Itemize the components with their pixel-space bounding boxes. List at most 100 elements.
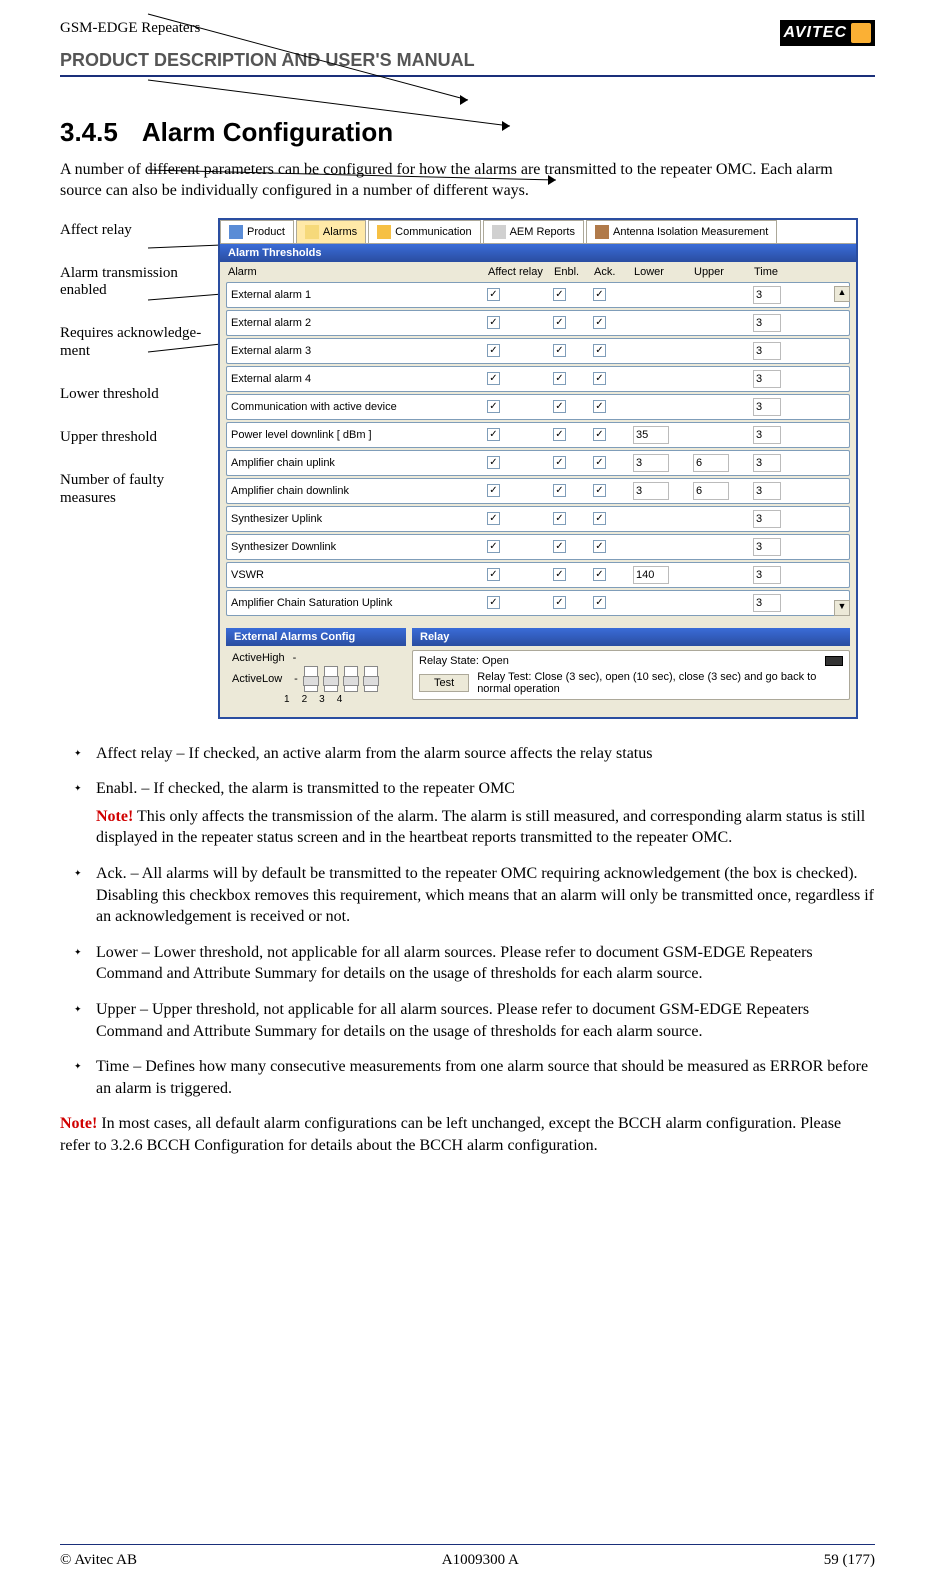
ext-alarm-slider-2[interactable] — [324, 666, 338, 692]
note-text: In most cases, all default alarm configu… — [60, 1115, 841, 1154]
bullet-text: Lower – Lower threshold, not applicable … — [96, 944, 813, 983]
ack-checkbox[interactable]: ✓ — [593, 400, 606, 413]
logo: AVITEC — [780, 20, 875, 46]
alarm-name: External alarm 4 — [231, 373, 487, 385]
time-input[interactable] — [753, 510, 781, 528]
enbl-checkbox[interactable]: ✓ — [553, 316, 566, 329]
lower-input[interactable] — [633, 482, 669, 500]
lower-input[interactable] — [633, 426, 669, 444]
ext-alarm-slider-4[interactable] — [364, 666, 378, 692]
ack-checkbox[interactable]: ✓ — [593, 428, 606, 441]
alarm-config-window: Product Alarms Communication AEM Reports… — [218, 218, 858, 719]
tab-antenna-isolation[interactable]: Antenna Isolation Measurement — [586, 220, 777, 243]
ack-checkbox[interactable]: ✓ — [593, 344, 606, 357]
section-title: Alarm Configuration — [142, 117, 393, 147]
scroll-down-button[interactable]: ▼ — [834, 600, 850, 616]
ack-checkbox[interactable]: ✓ — [593, 288, 606, 301]
tab-label: Communication — [395, 226, 471, 238]
bell-icon — [305, 225, 319, 239]
slider-num: 4 — [337, 694, 343, 705]
affect-checkbox[interactable]: ✓ — [487, 484, 500, 497]
header-divider — [60, 75, 875, 77]
upper-input[interactable] — [693, 482, 729, 500]
bottom-panels: External Alarms Config ActiveHigh - Acti… — [220, 622, 856, 717]
affect-checkbox[interactable]: ✓ — [487, 428, 500, 441]
label-lower-threshold: Lower threshold — [60, 386, 210, 403]
lower-input[interactable] — [633, 454, 669, 472]
enbl-checkbox[interactable]: ✓ — [553, 428, 566, 441]
time-input[interactable] — [753, 594, 781, 612]
lower-input[interactable] — [633, 566, 669, 584]
footer-left: © Avitec AB — [60, 1552, 137, 1569]
bullet-item: Lower – Lower threshold, not applicable … — [60, 942, 875, 985]
tab-product[interactable]: Product — [220, 220, 294, 243]
affect-checkbox[interactable]: ✓ — [487, 400, 500, 413]
ack-checkbox[interactable]: ✓ — [593, 456, 606, 469]
relay-led-icon — [825, 656, 843, 666]
scroll-up-button[interactable]: ▲ — [834, 286, 850, 302]
affect-checkbox[interactable]: ✓ — [487, 288, 500, 301]
enbl-checkbox[interactable]: ✓ — [553, 288, 566, 301]
note-label: Note! — [60, 1115, 97, 1132]
bullet-text: Ack. – All alarms will by default be tra… — [96, 865, 874, 925]
ext-alarm-slider-3[interactable] — [344, 666, 358, 692]
ack-checkbox[interactable]: ✓ — [593, 372, 606, 385]
time-input[interactable] — [753, 314, 781, 332]
enbl-checkbox[interactable]: ✓ — [553, 484, 566, 497]
ext-alarm-slider-1[interactable] — [304, 666, 318, 692]
enbl-checkbox[interactable]: ✓ — [553, 540, 566, 553]
bottom-note: Note! In most cases, all default alarm c… — [60, 1113, 875, 1156]
tab-label: AEM Reports — [510, 226, 575, 238]
affect-checkbox[interactable]: ✓ — [487, 512, 500, 525]
tab-communication[interactable]: Communication — [368, 220, 480, 243]
time-input[interactable] — [753, 286, 781, 304]
relay-title: Relay — [412, 628, 850, 646]
alarm-thresholds-title: Alarm Thresholds — [220, 244, 856, 262]
slider-num: 1 — [284, 694, 290, 705]
bullet-sub: Note! This only affects the transmission… — [96, 806, 875, 849]
time-input[interactable] — [753, 426, 781, 444]
ack-checkbox[interactable]: ✓ — [593, 568, 606, 581]
enbl-checkbox[interactable]: ✓ — [553, 456, 566, 469]
tab-bar: Product Alarms Communication AEM Reports… — [220, 220, 856, 244]
bullet-text: Upper – Upper threshold, not applicable … — [96, 1001, 809, 1040]
report-icon — [492, 225, 506, 239]
ack-checkbox[interactable]: ✓ — [593, 316, 606, 329]
enbl-checkbox[interactable]: ✓ — [553, 344, 566, 357]
time-input[interactable] — [753, 538, 781, 556]
affect-checkbox[interactable]: ✓ — [487, 372, 500, 385]
affect-checkbox[interactable]: ✓ — [487, 596, 500, 609]
col-enbl: Enbl. — [554, 266, 594, 278]
time-input[interactable] — [753, 482, 781, 500]
ack-checkbox[interactable]: ✓ — [593, 596, 606, 609]
affect-checkbox[interactable]: ✓ — [487, 540, 500, 553]
ack-checkbox[interactable]: ✓ — [593, 540, 606, 553]
tab-aem-reports[interactable]: AEM Reports — [483, 220, 584, 243]
time-input[interactable] — [753, 370, 781, 388]
enbl-checkbox[interactable]: ✓ — [553, 568, 566, 581]
time-input[interactable] — [753, 566, 781, 584]
folder-icon — [377, 225, 391, 239]
affect-checkbox[interactable]: ✓ — [487, 316, 500, 329]
ack-checkbox[interactable]: ✓ — [593, 512, 606, 525]
alarm-row: External alarm 4✓✓✓ — [226, 366, 850, 392]
affect-checkbox[interactable]: ✓ — [487, 456, 500, 469]
upper-input[interactable] — [693, 454, 729, 472]
affect-checkbox[interactable]: ✓ — [487, 568, 500, 581]
enbl-checkbox[interactable]: ✓ — [553, 400, 566, 413]
product-description: PRODUCT DESCRIPTION AND USER'S MANUAL — [60, 50, 875, 71]
time-input[interactable] — [753, 454, 781, 472]
affect-checkbox[interactable]: ✓ — [487, 344, 500, 357]
section-number: 3.4.5 — [60, 117, 118, 147]
time-input[interactable] — [753, 342, 781, 360]
ack-checkbox[interactable]: ✓ — [593, 484, 606, 497]
relay-test-button[interactable]: Test — [419, 674, 469, 692]
alarm-row: Amplifier chain uplink✓✓✓ — [226, 450, 850, 476]
time-input[interactable] — [753, 398, 781, 416]
enbl-checkbox[interactable]: ✓ — [553, 512, 566, 525]
external-alarms-title: External Alarms Config — [226, 628, 406, 646]
bullet-text: Enabl. – If checked, the alarm is transm… — [96, 780, 515, 797]
enbl-checkbox[interactable]: ✓ — [553, 596, 566, 609]
tab-alarms[interactable]: Alarms — [296, 220, 366, 243]
enbl-checkbox[interactable]: ✓ — [553, 372, 566, 385]
